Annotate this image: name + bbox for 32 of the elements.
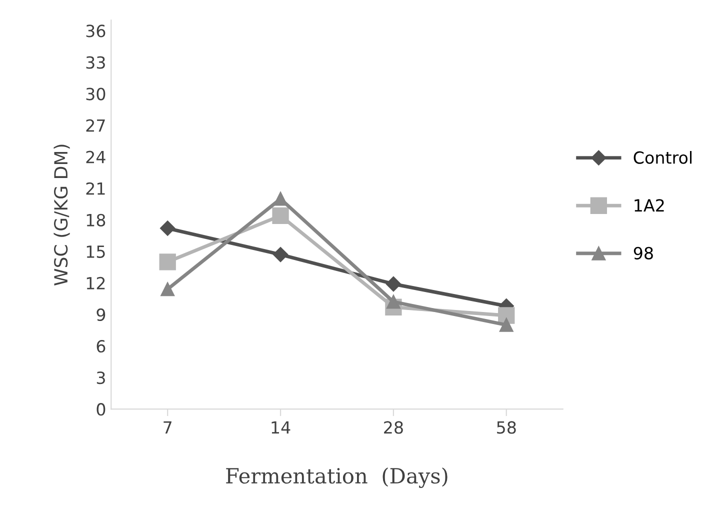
y-tick-label: 3 [96, 371, 105, 384]
point [159, 254, 176, 270]
point [272, 207, 289, 224]
y-tick-label: 15 [86, 246, 105, 258]
x-tick-label: 7 [164, 421, 172, 434]
y-tick-label: 0 [96, 403, 106, 416]
y-tick-label: 27 [86, 119, 105, 132]
y-tick-label: 30 [86, 88, 106, 100]
y-tick-label: 21 [86, 182, 105, 195]
y-tick-label: 24 [86, 150, 106, 164]
legend-label: Control [634, 150, 692, 164]
point [386, 276, 402, 292]
legend-label: 1A2 [634, 199, 664, 212]
x-tick-label: 58 [497, 421, 516, 434]
x-axis-title: Fermentation (Days) [226, 468, 448, 488]
y-tick-label: 18 [86, 214, 106, 226]
y-tick-label: 6 [96, 340, 106, 353]
legend-label: 98 [634, 246, 653, 260]
y-tick-label: 12 [86, 276, 105, 290]
point [272, 246, 288, 262]
y-axis-title: WSC (G/KG DM) [54, 144, 70, 286]
x-tick-label: 28 [384, 421, 403, 434]
point [274, 192, 288, 206]
y-tick-label: 36 [86, 24, 106, 38]
point [160, 220, 176, 236]
point [498, 307, 515, 324]
point [160, 282, 175, 296]
y-tick-label: 33 [86, 56, 105, 69]
x-tick-label: 14 [272, 421, 290, 434]
point [386, 294, 400, 309]
point [499, 318, 514, 332]
y-tick-label: 9 [96, 308, 106, 322]
